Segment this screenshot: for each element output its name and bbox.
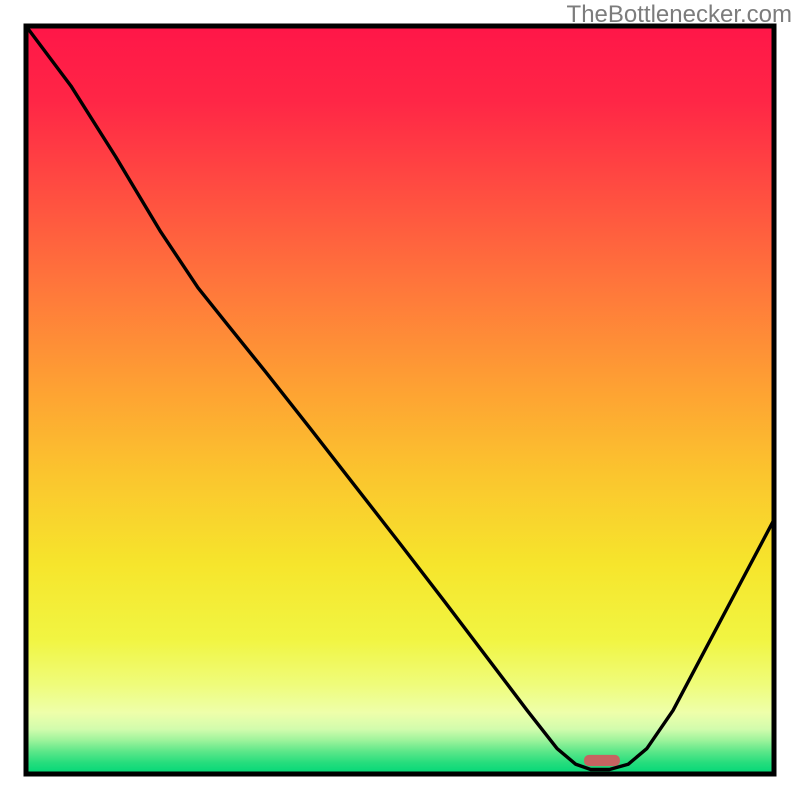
bottleneck-chart: TheBottlenecker.com (0, 0, 800, 800)
chart-wrapper: TheBottlenecker.com (0, 0, 800, 800)
watermark-text: TheBottlenecker.com (567, 1, 792, 28)
gradient-plot-area (26, 26, 774, 774)
optimal-range-marker (584, 755, 620, 766)
